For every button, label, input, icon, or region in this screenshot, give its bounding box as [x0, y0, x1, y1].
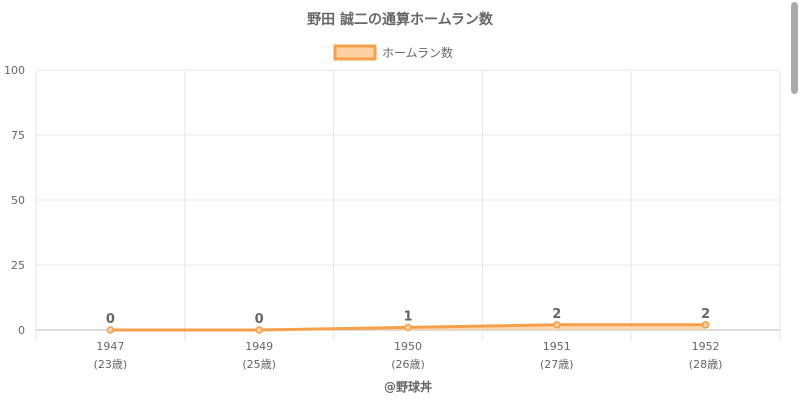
chart-title: 野田 誠二の通算ホームラン数	[307, 11, 494, 28]
y-tick-label: 50	[11, 194, 25, 207]
legend[interactable]: ホームラン数	[333, 44, 453, 61]
grid	[35, 69, 781, 340]
legend-swatch	[333, 44, 377, 61]
x-tick-label: 1949	[245, 340, 273, 353]
credit-label: @野球丼	[384, 379, 432, 394]
x-tick-label: 1951	[543, 340, 571, 353]
legend-label: ホームラン数	[382, 45, 453, 60]
data-point	[106, 326, 115, 334]
data-label: 2	[552, 307, 561, 322]
x-tick-sublabel: (26歳)	[391, 358, 425, 371]
series-homeruns	[106, 321, 710, 334]
scrollbar-thumb[interactable]	[791, 2, 798, 94]
y-tick-label: 75	[11, 129, 25, 142]
x-axis-ticks: 1947 (23歳) 1949 (25歳) 1950 (26歳) 1951 (27歳) 1952…	[94, 340, 723, 371]
data-labels: 0 0 1 2 2	[106, 307, 710, 327]
x-tick-sublabel: (28歳)	[689, 358, 723, 371]
data-point	[404, 323, 412, 332]
data-point	[553, 321, 561, 329]
data-label: 2	[701, 307, 710, 322]
scrollbar-track[interactable]	[788, 0, 800, 400]
x-tick-sublabel: (27歳)	[540, 358, 574, 371]
data-label: 0	[106, 312, 115, 327]
y-axis-ticks: 0 25 50 75 100	[4, 64, 25, 337]
x-tick-label: 1950	[394, 340, 422, 353]
x-tick-sublabel: (25歳)	[242, 358, 276, 371]
data-label: 0	[255, 312, 264, 327]
y-tick-label: 25	[11, 259, 25, 272]
x-tick-sublabel: (23歳)	[94, 358, 128, 371]
y-tick-label: 100	[4, 64, 25, 77]
data-label: 1	[403, 309, 412, 324]
x-tick-label: 1947	[96, 340, 124, 353]
data-point	[255, 326, 263, 334]
data-point	[701, 321, 710, 329]
y-tick-label: 0	[18, 324, 25, 337]
x-tick-label: 1952	[692, 340, 720, 353]
